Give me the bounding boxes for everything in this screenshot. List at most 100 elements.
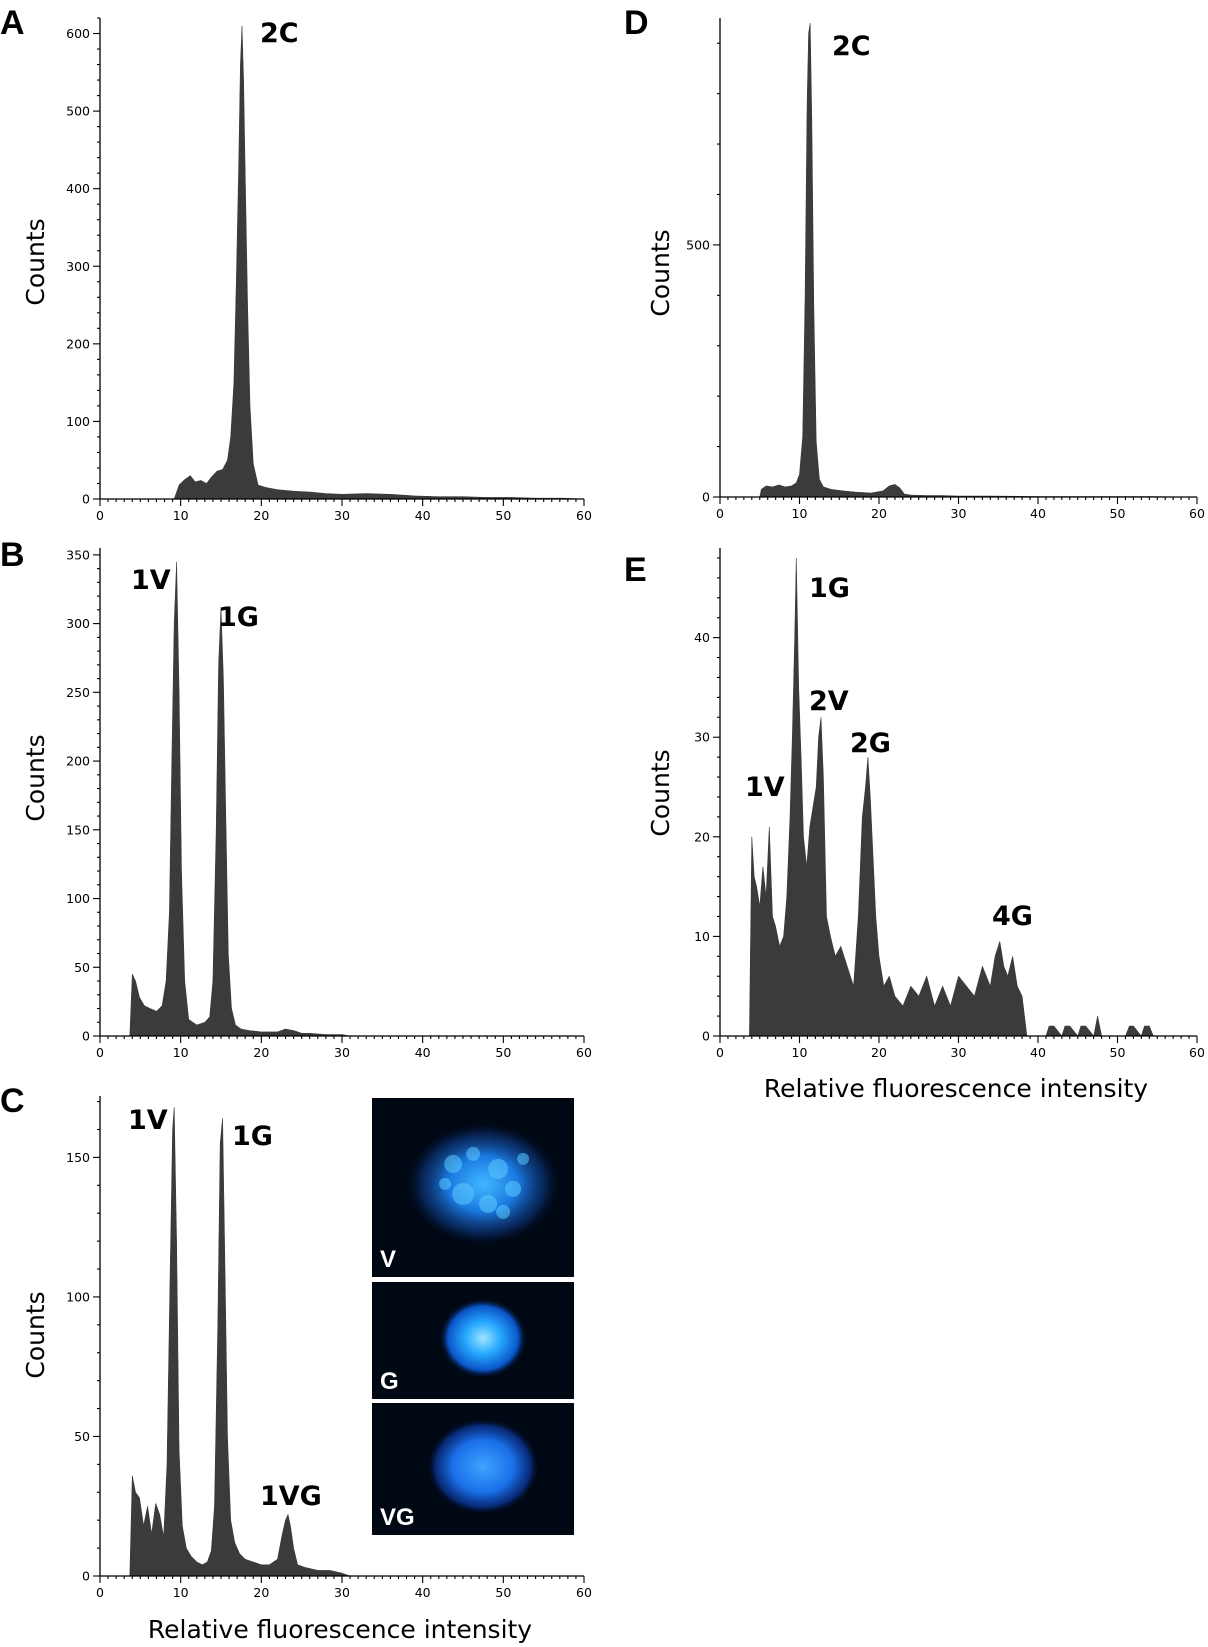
x-tick-label: 0 [96,508,104,523]
y-tick-label: 100 [66,1289,90,1304]
x-tick-label: 20 [871,1045,887,1060]
chromatin-spot [517,1152,530,1165]
panel-letter: C [0,1082,25,1120]
peak-label-1g: 1G [809,573,850,604]
peak-label-2g: 2G [850,728,891,759]
x-tick-label: 20 [253,508,269,523]
nucleus-blob [439,1298,528,1379]
y-tick-label: 500 [686,237,710,252]
peak-label-1v: 1V [131,565,171,596]
panel-a: A0 10 20 30 40 50 600100200300400500600Counts2… [0,4,592,523]
x-tick-label: 20 [871,506,887,521]
x-tick-label: 50 [1110,1045,1126,1060]
y-tick-label: 0 [82,1569,90,1584]
x-tick-label: 10 [173,508,189,523]
x-tick-label: 10 [792,1045,808,1060]
x-tick-label: 60 [576,1045,592,1060]
micrograph-inset-vg: VG [372,1403,574,1535]
y-axis-title: Counts [21,218,50,305]
peak-label-2c: 2C [260,18,299,49]
panel-letter: B [0,536,25,574]
chromatin-spot [452,1182,475,1205]
histogram-series [129,1107,351,1577]
y-tick-label: 0 [82,1029,90,1044]
inset-label-v: V [380,1246,396,1273]
x-tick-label: 50 [495,1585,511,1600]
panel-c: C 0 10 20 30 40 50 60 0 50 100 150 Counts Relative fl… [0,1082,592,1644]
x-tick-label: 20 [253,1045,269,1060]
x-tick-label: 30 [334,1045,350,1060]
chromatin-spot [479,1194,498,1213]
x-tick-label: 40 [1030,506,1046,521]
y-tick-label: 300 [66,259,90,274]
y-tick-label: 350 [66,547,90,562]
peak-label-4g: 4G [992,901,1033,932]
chromatin-spot [505,1180,522,1197]
y-tick-label: 400 [66,181,90,196]
x-tick-label: 20 [253,1585,269,1600]
y-tick-label: 100 [66,414,90,429]
peak-label-1v: 1V [745,772,785,803]
x-tick-label: 0 [96,1045,104,1060]
peak-label-2v: 2V [809,686,849,717]
inset-label-vg: VG [380,1504,415,1531]
x-tick-label: 40 [415,508,431,523]
y-tick-label: 30 [694,730,710,745]
x-axis-title: Relative fluorescence intensity [148,1615,532,1644]
y-tick-label: 100 [66,891,90,906]
peak-label-1g: 1G [218,602,259,633]
y-axis-title: Counts [21,1291,50,1378]
y-tick-label: 250 [66,685,90,700]
x-tick-label: 40 [415,1045,431,1060]
x-tick-label: 0 [716,1045,724,1060]
x-tick-label: 60 [1189,1045,1205,1060]
y-tick-label: 150 [66,1150,90,1165]
histogram-series [129,561,351,1037]
y-tick-label: 40 [694,630,710,645]
y-tick-label: 0 [82,492,90,507]
peak-label-1g: 1G [232,1121,273,1152]
x-tick-label: 50 [495,508,511,523]
panel-d: D 0 10 20 30 40 50 60 0 500 Counts 2C [624,4,1205,521]
y-tick-label: 500 [66,104,90,119]
panel-letter: D [624,4,649,42]
y-axis-title: Counts [21,734,50,821]
peak-label-1vg: 1VG [260,1481,322,1512]
chromatin-spot [444,1154,463,1173]
y-tick-label: 600 [66,26,90,41]
histogram-series [173,25,585,500]
x-tick-label: 30 [334,1585,350,1600]
y-tick-label: 0 [702,490,710,505]
y-tick-label: 300 [66,616,90,631]
chromatin-spot [466,1146,481,1161]
peak-label-1v: 1V [128,1105,168,1136]
x-tick-label: 60 [1189,506,1205,521]
y-axis-title: Counts [646,749,675,836]
x-tick-label: 50 [1110,506,1126,521]
x-tick-label: 50 [495,1045,511,1060]
nucleus-blob [405,1121,562,1246]
x-tick-label: 30 [334,508,350,523]
nucleus-blob [427,1418,540,1515]
y-tick-label: 20 [694,829,710,844]
x-tick-label: 10 [792,506,808,521]
x-tick-label: 0 [716,506,724,521]
x-tick-label: 30 [951,1045,967,1060]
chromatin-spot [439,1177,452,1190]
x-tick-label: 10 [173,1585,189,1600]
y-axis-title: Counts [646,229,675,316]
panel-b: B 0 10 20 30 40 50 60 0 50 100 150 200 250 300 350 Count… [0,536,592,1060]
x-tick-label: 40 [1030,1045,1046,1060]
x-axis-title: Relative fluorescence intensity [764,1074,1148,1103]
y-tick-label: 150 [66,822,90,837]
micrograph-inset-v: V [372,1098,574,1277]
chromatin-spot [496,1204,511,1219]
panel-e: E 0 10 20 30 40 50 60 0 10 20 30 40 Counts Relative fl… [624,548,1205,1103]
micrograph-inset-g: G [372,1282,574,1399]
x-tick-label: 0 [96,1585,104,1600]
x-tick-label: 30 [951,506,967,521]
y-tick-label: 10 [694,929,710,944]
histogram-series [749,557,1154,1037]
y-tick-label: 200 [66,754,90,769]
